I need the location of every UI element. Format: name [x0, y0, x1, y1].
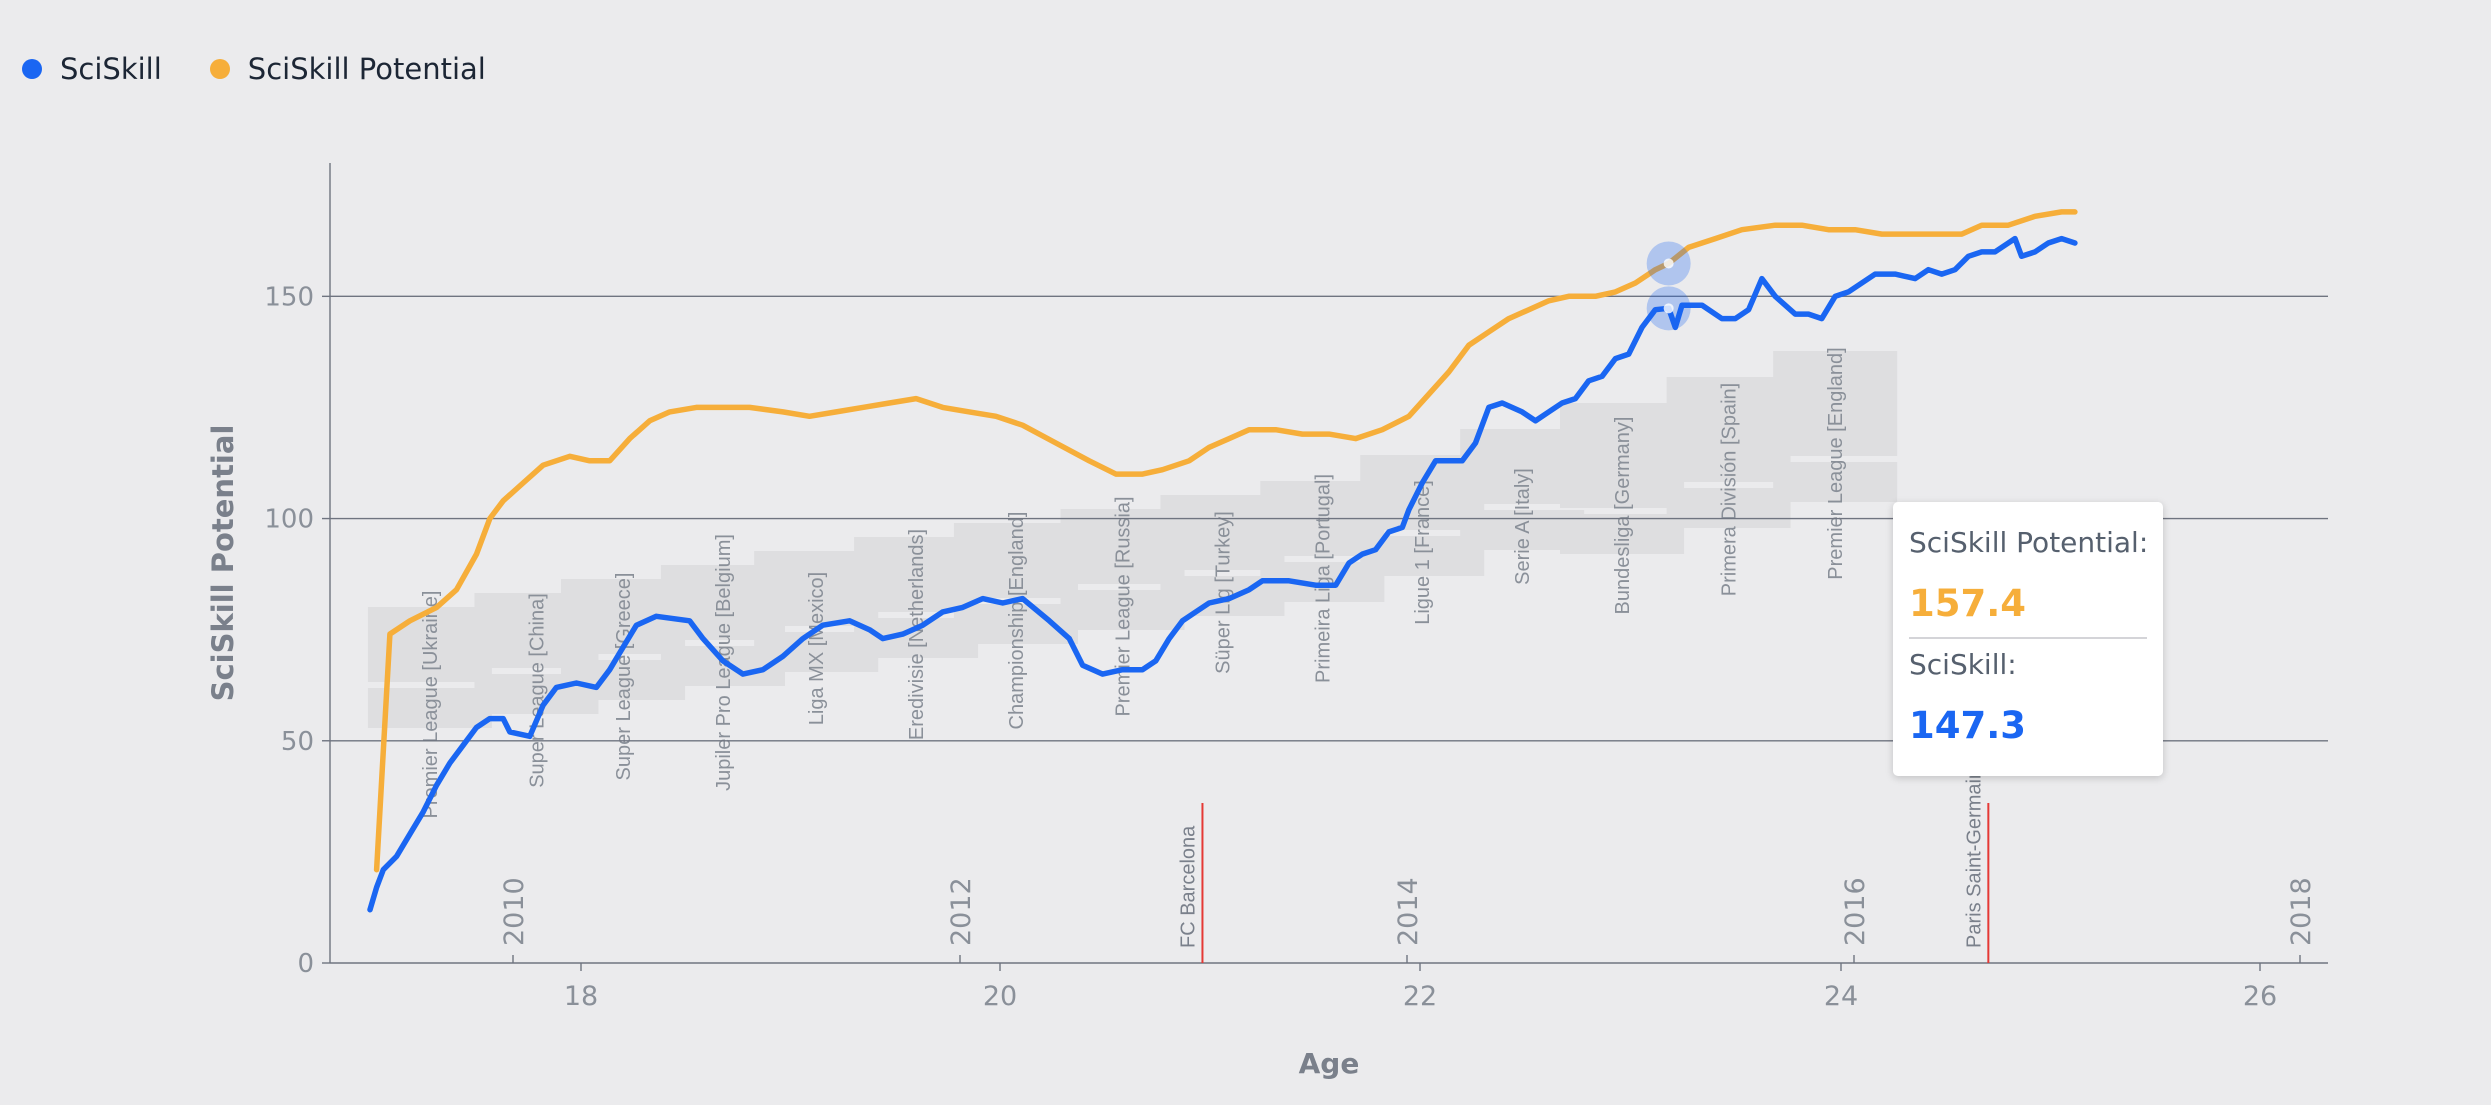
legend-dot-potential	[209, 59, 230, 79]
league-label: Süper Lig [Turkey]	[1212, 511, 1234, 674]
league-band-lower	[953, 604, 1078, 644]
series-line-sciskill[interactable]	[367, 235, 2078, 913]
year-tick-label: 2014	[1393, 877, 1424, 946]
y-tick-label: 0	[297, 949, 314, 979]
x-axis-title: Age	[1299, 1047, 1360, 1080]
series-lines	[367, 209, 2078, 913]
year-tick-label: 2010	[499, 877, 530, 946]
league-band-lower	[1773, 462, 1898, 502]
league-label: Eredivisie [Netherlands]	[906, 529, 928, 740]
legend-label-potential: SciSkill Potential	[247, 52, 486, 86]
tooltip: SciSkill Potential: 157.4 SciSkill: 147.…	[1893, 502, 2163, 776]
league-label: Premier League [England]	[1825, 347, 1847, 579]
tooltip-potential-value: 157.4	[1909, 582, 2027, 625]
series-line-potential[interactable]	[373, 209, 2078, 873]
league-label: Premier League [Ukraine]	[420, 591, 442, 819]
year-tick-label: 2012	[946, 877, 977, 946]
league-label: Serie A [Italy]	[1512, 468, 1534, 585]
league-band-lower	[1560, 514, 1685, 554]
legend-item-potential[interactable]: SciSkill Potential	[209, 52, 486, 86]
hover-points	[1646, 241, 1691, 331]
year-tick-label: 2016	[1840, 877, 1871, 946]
x-tick-label: 22	[1403, 981, 1437, 1012]
league-band-upper	[1560, 403, 1685, 508]
tooltip-sciskill-value: 147.3	[1909, 704, 2027, 747]
league-label: Primera División [Spain]	[1719, 383, 1741, 596]
tooltip-potential-label: SciSkill Potential:	[1909, 526, 2149, 559]
league-label: Liga MX [Mexico]	[806, 572, 828, 725]
y-tick-label: 50	[281, 727, 314, 757]
axes: 0 50 100 150 18 20 22 24 26 2010 2012 2014 2016 2018 A…	[206, 163, 2328, 1080]
league-band-upper	[1773, 351, 1898, 456]
league-band-upper	[953, 523, 1078, 598]
hover-point-potential	[1663, 258, 1674, 269]
league-band-lower	[1666, 488, 1791, 528]
league-label: Championship [England]	[1006, 512, 1028, 730]
league-label: Primeira Liga [Portugal]	[1312, 474, 1334, 683]
legend-item-sciskill[interactable]: SciSkill	[22, 52, 162, 86]
club-marker-label: FC Barcelona	[1177, 825, 1199, 948]
tooltip-divider	[1909, 637, 2147, 639]
legend-dot-sciskill	[22, 59, 42, 79]
league-bands: Premier League [Ukraine] Super League [Ch…	[367, 347, 1898, 819]
x-tick-label: 26	[2243, 981, 2277, 1012]
league-label: Ligue 1 [France]	[1412, 480, 1434, 625]
hover-point-sciskill	[1663, 303, 1674, 314]
club-marker-label: Paris Saint-Germain	[1963, 768, 1985, 948]
league-label: Super League [China]	[526, 593, 548, 788]
league-label: Bundesliga [Germany]	[1612, 417, 1634, 615]
tooltip-sciskill-label: SciSkill:	[1909, 648, 2017, 681]
y-tick-label: 150	[264, 282, 314, 312]
year-tick-label: 2018	[2286, 877, 2317, 946]
league-band-upper	[1666, 377, 1791, 482]
legend: SciSkill SciSkill Potential	[22, 52, 486, 86]
x-tick-label: 18	[564, 981, 598, 1012]
legend-label-sciskill: SciSkill	[60, 52, 162, 86]
y-axis-title: SciSkill Potential	[206, 425, 240, 702]
x-tick-label: 20	[983, 981, 1017, 1012]
x-tick-label: 24	[1824, 981, 1858, 1012]
league-label: Premier League [Russia]	[1113, 496, 1135, 716]
league-label: Super League [Greece]	[613, 573, 635, 781]
y-tick-label: 100	[264, 505, 314, 535]
club-markers: FC Barcelona Paris Saint-Germain	[1177, 768, 1990, 963]
